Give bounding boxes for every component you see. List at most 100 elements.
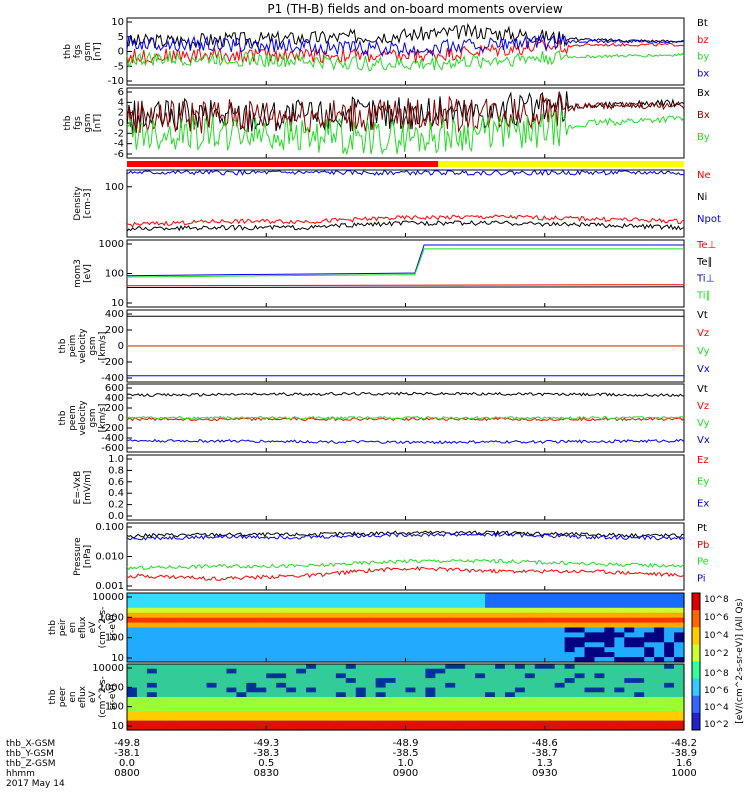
spectrogram-cell <box>634 657 645 663</box>
spectrogram-cell <box>365 652 377 658</box>
spectrogram-cell <box>315 664 327 670</box>
spectrogram-cell <box>664 725 675 731</box>
spectrogram-cell <box>634 617 645 624</box>
legend-entry: Pt <box>697 523 707 534</box>
spectrogram-cell <box>325 617 337 624</box>
spectrogram-cell <box>654 593 665 599</box>
spectrogram-cell <box>544 593 556 599</box>
colorbar-frame <box>691 592 701 731</box>
spectrogram-cell <box>127 706 138 712</box>
spectrogram-cell <box>216 627 228 634</box>
spectrogram-cell <box>176 711 188 717</box>
spectrogram-cell <box>614 612 625 619</box>
spectrogram-cell <box>405 668 417 675</box>
spectrogram-cell <box>176 673 188 679</box>
spectrogram-cell <box>514 632 526 638</box>
spectrogram-cell <box>465 692 476 698</box>
spectrogram-cell <box>176 602 188 609</box>
y-tick-label: 0.0 <box>108 511 124 522</box>
spectrogram-cell <box>594 711 606 717</box>
y-tick-label: 6 <box>118 87 124 98</box>
spectrogram-cell <box>534 627 546 634</box>
spectrogram-cell <box>544 687 556 693</box>
spectrogram-cell <box>504 632 516 638</box>
footer-value-t: 0930 <box>532 768 557 779</box>
spectrogram-cell <box>276 682 287 689</box>
spectrogram-cell <box>276 602 287 609</box>
y-tick-label: 0.2 <box>108 500 124 511</box>
spectrogram-cell <box>654 627 665 634</box>
spectrogram-cell <box>644 697 655 703</box>
spectrogram-cell <box>335 597 347 604</box>
series-line-pressure-Pe <box>126 558 685 571</box>
spectrogram-cell <box>136 607 148 614</box>
spectrogram-cell <box>216 692 228 698</box>
spectrogram-cell <box>554 711 566 717</box>
spectrogram-cell <box>455 692 466 698</box>
spectrogram-cell <box>514 706 526 712</box>
spectrogram-cell <box>306 668 317 675</box>
spectrogram-cell <box>614 627 625 634</box>
spectrogram-cell <box>385 597 397 604</box>
spectrogram-cell <box>365 682 377 689</box>
spectrogram-cell <box>206 697 218 703</box>
y-tick-label: 200 <box>105 325 124 336</box>
spectrogram-cell <box>166 711 178 717</box>
spectrogram-cell <box>634 706 645 712</box>
spectrogram-cell <box>325 664 337 670</box>
spectrogram-cell <box>405 657 417 663</box>
spectrogram-cell <box>664 593 675 599</box>
spectrogram-cell <box>475 607 486 614</box>
spectrogram-cell <box>286 642 297 648</box>
spectrogram-cell <box>455 593 466 599</box>
spectrogram-cell <box>554 593 566 599</box>
spectrogram-cell <box>624 673 635 679</box>
spectrogram-cell <box>156 720 168 726</box>
spectrogram-cell <box>614 607 625 614</box>
spectrogram-cell <box>514 664 526 670</box>
spectrogram-cell <box>226 632 238 638</box>
spectrogram-cell <box>127 627 138 634</box>
spectrogram-cell <box>146 607 158 614</box>
y-tick-label: 100 <box>105 633 124 644</box>
spectrogram-cell <box>534 612 546 619</box>
spectrogram-cell <box>495 711 506 717</box>
spectrogram-cell <box>654 673 665 679</box>
spectrogram-cell <box>325 687 337 693</box>
y-tick-label: 10000 <box>92 592 124 603</box>
spectrogram-cell <box>524 725 536 731</box>
spectrogram-cell <box>514 627 526 634</box>
spectrogram-cell <box>485 725 496 731</box>
spectrogram-cell <box>504 720 516 726</box>
spectrogram-cell <box>216 602 228 609</box>
spectrogram-cell <box>146 692 158 698</box>
spectrogram-cell <box>236 664 247 670</box>
spectrogram-cell <box>246 632 257 638</box>
spectrogram-cell <box>365 673 377 679</box>
spectrogram-cell <box>266 668 277 675</box>
spectrogram-cell <box>127 697 138 703</box>
spectrogram-cell <box>156 637 168 643</box>
spectrogram-cell <box>415 682 426 689</box>
spectrogram-cell <box>445 692 456 698</box>
spectrogram-cell <box>266 720 277 726</box>
spectrogram-cell <box>425 720 436 726</box>
spectrogram-cell <box>286 706 297 712</box>
spectrogram-cell <box>166 632 178 638</box>
spectrogram-cell <box>554 642 566 648</box>
y-tick-label: 1.0 <box>108 454 124 465</box>
spectrogram-cell <box>306 697 317 703</box>
legend-entry: Npot <box>697 214 721 225</box>
spectrogram-cell <box>445 642 456 648</box>
spectrogram-cell <box>395 692 407 698</box>
spectrogram-cell <box>445 627 456 634</box>
spectrogram-cell <box>246 657 257 663</box>
footer-value-z: 1.6 <box>676 758 692 769</box>
spectrogram-cell <box>455 617 466 624</box>
spectrogram-cell <box>166 720 178 726</box>
spectrogram-cell <box>136 647 148 653</box>
spectrogram-cell <box>405 706 417 712</box>
spectrogram-cell <box>475 715 486 722</box>
spectrogram-cell <box>206 622 218 629</box>
spectrogram-cell <box>246 715 257 722</box>
